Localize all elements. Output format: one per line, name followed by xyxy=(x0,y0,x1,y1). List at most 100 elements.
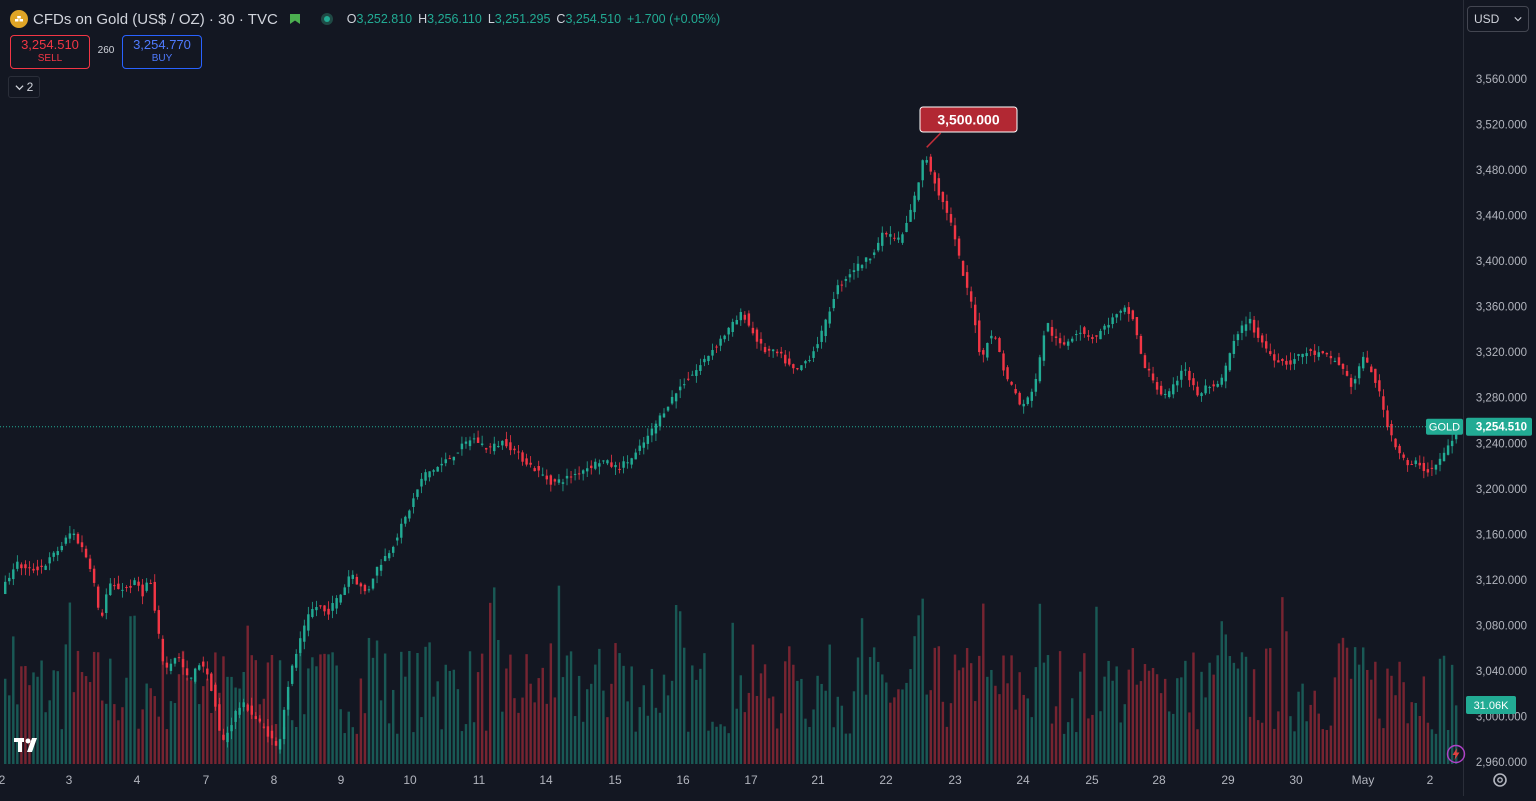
volume-bar xyxy=(751,644,755,764)
volume-bar xyxy=(1313,690,1316,764)
volume-bar xyxy=(1095,606,1098,764)
currency-select[interactable]: USD xyxy=(1467,6,1529,32)
candle-body xyxy=(129,585,132,588)
volume-bar xyxy=(848,733,852,764)
candle-body xyxy=(755,329,759,342)
volume-bar xyxy=(784,661,787,764)
volume-bar xyxy=(957,670,961,764)
symbol-tag-label: GOLD xyxy=(1429,422,1460,434)
candle-body xyxy=(295,653,298,668)
low-key: L xyxy=(487,12,495,26)
time-tick-label: 24 xyxy=(1016,773,1030,787)
candle-body xyxy=(606,460,609,464)
volume-label: 31.06K xyxy=(1474,700,1510,712)
candle-body xyxy=(1357,366,1361,379)
volume-bar xyxy=(1172,713,1175,764)
candle-body xyxy=(881,232,884,246)
volume-bar xyxy=(638,707,641,764)
candle-body xyxy=(189,677,193,679)
candle-body xyxy=(586,468,589,472)
candle-body xyxy=(383,555,387,561)
volume-bar xyxy=(581,721,585,764)
time-tick-label: 16 xyxy=(676,773,690,787)
volume-bar xyxy=(739,675,743,764)
candle-body xyxy=(1260,335,1264,343)
volume-bar xyxy=(832,727,835,764)
candle-body xyxy=(824,319,827,337)
candle-body xyxy=(307,614,310,631)
candle-body xyxy=(885,233,888,235)
buy-button[interactable]: 3,254.770 BUY xyxy=(122,35,202,69)
volume-bar xyxy=(16,704,19,764)
volume-bar xyxy=(185,677,189,764)
flag-icon[interactable] xyxy=(289,13,301,25)
candle-body xyxy=(957,238,961,256)
volume-bar xyxy=(379,700,383,764)
candle-body xyxy=(1345,371,1349,376)
candle-body xyxy=(133,580,136,586)
candle-body xyxy=(1010,381,1013,385)
volume-bar xyxy=(577,675,581,764)
volume-bar xyxy=(145,683,148,764)
candle-body xyxy=(234,710,237,722)
symbol-title[interactable]: CFDs on Gold (US$ / OZ) · 30 · TVC xyxy=(33,10,278,28)
volume-bar xyxy=(1309,704,1312,764)
volume-bar xyxy=(699,668,702,764)
volume-bar xyxy=(630,666,633,764)
candle-body xyxy=(832,299,835,309)
candle-body xyxy=(501,440,504,446)
tradingview-logo[interactable] xyxy=(14,736,46,754)
volume-bar xyxy=(1446,730,1450,764)
candle-body xyxy=(780,351,783,354)
lightning-icon[interactable] xyxy=(1446,744,1466,764)
candle-body xyxy=(1317,352,1320,357)
gold-symbol-icon[interactable] xyxy=(10,10,28,28)
candle-body xyxy=(739,312,743,321)
volume-bar xyxy=(727,733,730,764)
candle-body xyxy=(1370,366,1373,373)
volume-bar xyxy=(650,668,654,764)
candle-body xyxy=(711,349,714,356)
indicators-collapse-button[interactable]: 2 xyxy=(8,76,40,98)
candle-body xyxy=(949,214,953,223)
volume-bar xyxy=(917,615,920,764)
candle-body xyxy=(1168,391,1171,398)
volume-bar xyxy=(210,713,213,764)
volume-bar xyxy=(1442,655,1446,764)
candle-body xyxy=(1248,318,1252,324)
volume-bar xyxy=(505,668,508,764)
volume-bar xyxy=(76,650,80,764)
candle-body xyxy=(1236,334,1240,341)
candle-body xyxy=(84,548,88,558)
candle-body xyxy=(602,460,605,462)
candle-body xyxy=(1083,327,1086,334)
candle-body xyxy=(893,237,896,239)
candle-body xyxy=(420,478,423,487)
candle-body xyxy=(375,566,379,576)
volume-bar xyxy=(28,685,31,764)
volume-bar xyxy=(1366,669,1369,764)
volume-bar xyxy=(1127,669,1131,764)
price-tick-label: 3,520.000 xyxy=(1476,120,1527,132)
sell-button[interactable]: 3,254.510 SELL xyxy=(10,35,90,69)
candle-body xyxy=(1119,310,1122,313)
candle-body xyxy=(484,448,488,450)
volume-bar xyxy=(654,707,658,764)
candle-body xyxy=(80,542,84,548)
candle-body xyxy=(1325,352,1329,355)
volume-bar xyxy=(1216,655,1219,764)
volume-bar xyxy=(468,651,472,764)
volume-bar xyxy=(1066,722,1070,764)
volume-bar xyxy=(509,654,512,764)
candle-body xyxy=(877,242,880,251)
candle-body xyxy=(594,461,597,469)
volume-bar xyxy=(731,622,734,764)
settings-gear-icon[interactable] xyxy=(1491,771,1509,789)
volume-bar xyxy=(1345,647,1349,764)
candle-body xyxy=(436,466,439,472)
candle-body xyxy=(933,172,937,184)
candle-body xyxy=(1293,359,1296,364)
candle-body xyxy=(1232,340,1236,354)
